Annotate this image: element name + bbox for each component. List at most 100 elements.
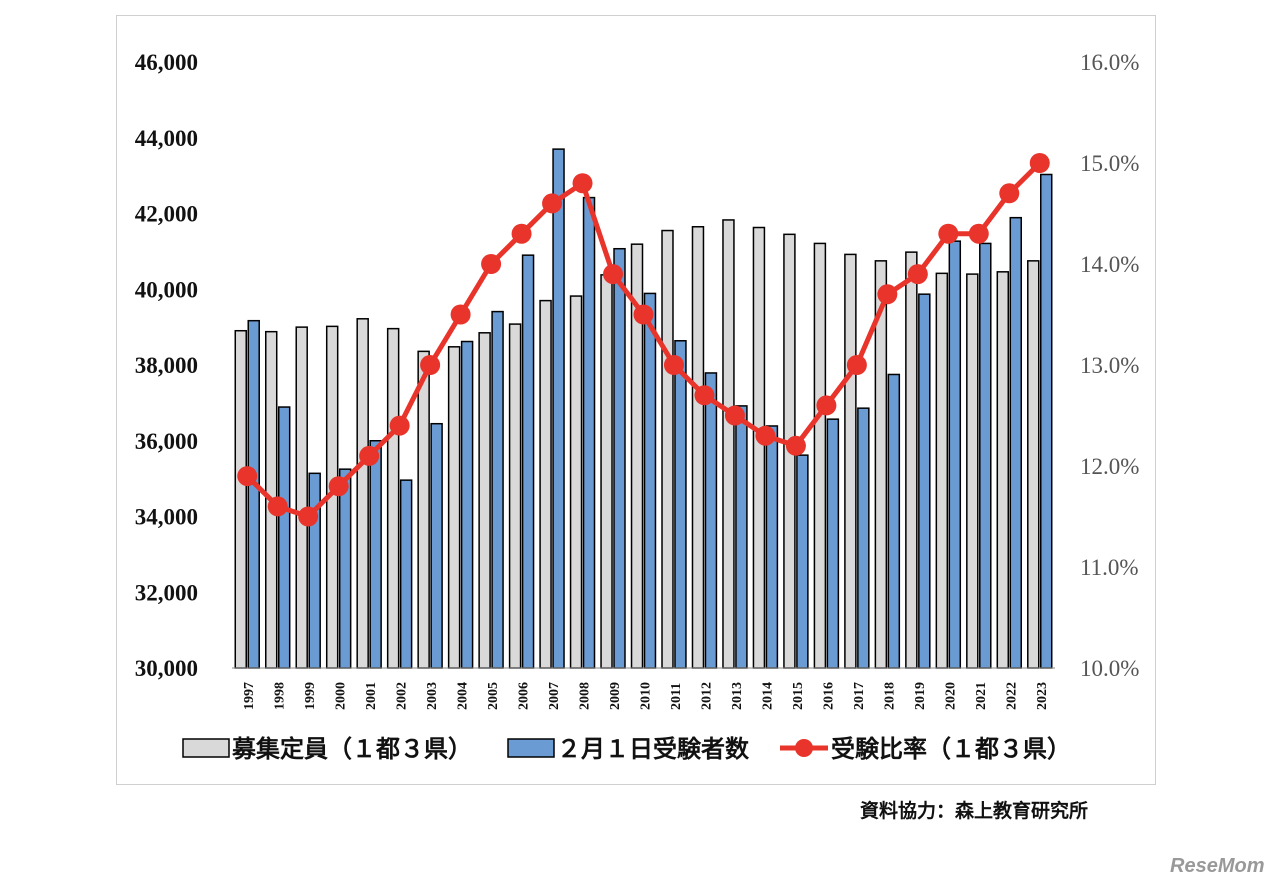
x-tick-label: 2022: [1004, 682, 1019, 710]
y-tick-label: 46,000: [135, 50, 198, 75]
legend-label-ratio: 受験比率（１都３県）: [831, 735, 1071, 763]
bar-examinees: [857, 407, 870, 669]
ratio-point: [663, 355, 684, 375]
bar-capacity: [996, 271, 1010, 669]
x-tick-label: 2019: [913, 682, 928, 710]
legend-swatch-capacity: [182, 738, 230, 758]
bar-capacity: [661, 229, 674, 669]
y2-tick-label: 14.0%: [1080, 252, 1139, 277]
bar-capacity: [356, 318, 369, 669]
x-tick-label: 2010: [639, 682, 654, 710]
y2-tick-label: 13.0%: [1080, 353, 1139, 378]
source-credit: 資料協力：森上教育研究所: [860, 801, 1089, 822]
y2-tick-label: 11.0%: [1080, 555, 1139, 580]
x-tick-label: 2000: [334, 682, 349, 710]
ratio-point: [785, 435, 806, 456]
x-tick-label: 2015: [791, 682, 806, 710]
bar-capacity: [508, 323, 522, 669]
bar-examinees: [979, 242, 992, 669]
x-tick-label: 2001: [364, 682, 379, 710]
legend-swatch-examinees: [507, 738, 555, 758]
ratio-point: [755, 425, 776, 446]
bar-examinees: [491, 310, 504, 669]
y2-tick-label: 10.0%: [1080, 656, 1139, 681]
bar-capacity: [752, 226, 766, 669]
bar-examinees: [369, 440, 382, 669]
legend-label-capacity: 募集定員（１都３県）: [231, 735, 472, 763]
ratio-point: [724, 405, 745, 426]
bar-examinees: [247, 319, 260, 669]
bar-examinees: [430, 422, 443, 669]
x-tick-label: 2018: [882, 682, 897, 710]
x-tick-label: 2013: [730, 682, 745, 710]
ratio-point: [511, 223, 532, 244]
ratio-point: [846, 355, 867, 375]
bar-examinees: [918, 293, 931, 669]
y-tick-label: 30,000: [135, 656, 198, 681]
y-tick-label: 36,000: [135, 429, 198, 454]
bar-examinees: [765, 425, 779, 669]
x-tick-label: 2002: [395, 682, 410, 710]
bar-examinees: [277, 406, 291, 669]
bar-capacity: [600, 274, 613, 669]
bar-examinees: [460, 340, 474, 669]
bar-capacity: [569, 295, 583, 669]
ratio-point: [938, 223, 959, 244]
x-tick-label: 2007: [547, 682, 562, 710]
y-tick-label: 32,000: [135, 580, 198, 605]
bar-capacity: [447, 346, 461, 669]
bar-examinees: [582, 196, 596, 669]
ratio-point: [267, 496, 288, 517]
bar-capacity: [722, 219, 735, 669]
x-tick-label: 2004: [456, 682, 471, 710]
x-tick-label: 1997: [242, 682, 257, 710]
x-tick-label: 2011: [669, 683, 684, 710]
legend-swatch-ratio-point: [795, 739, 813, 757]
x-tick-label: 2005: [486, 682, 501, 710]
bar-capacity: [478, 332, 491, 669]
bar-capacity: [234, 329, 247, 669]
bar-examinees: [796, 454, 809, 669]
y-tick-label: 38,000: [135, 353, 198, 378]
x-tick-label: 2016: [821, 682, 836, 710]
bar-capacity: [295, 326, 308, 669]
bar-capacity: [386, 327, 400, 669]
x-tick-label: 2009: [608, 682, 623, 710]
ratio-point: [694, 385, 715, 406]
ratio-point: [907, 264, 928, 285]
y2-tick-label: 15.0%: [1080, 151, 1139, 176]
bar-examinees: [308, 472, 321, 669]
resemom-logo: ReseMom: [1170, 855, 1265, 877]
ratio-point: [420, 355, 441, 375]
ratio-point: [481, 254, 502, 274]
y-tick-label: 44,000: [135, 126, 198, 151]
bar-examinees: [674, 340, 687, 669]
bar-examinees: [948, 240, 962, 669]
bar-capacity: [691, 226, 705, 669]
chart-frame: [116, 15, 1156, 785]
bar-examinees: [552, 148, 565, 669]
bar-capacity: [935, 272, 949, 669]
bar-capacity: [844, 253, 857, 669]
x-tick-label: 1999: [303, 682, 318, 710]
ratio-point: [389, 415, 410, 436]
bar-capacity: [813, 242, 827, 669]
legend-label-examinees: ２月１日受験者数: [557, 735, 750, 763]
bar-examinees: [826, 418, 840, 669]
x-tick-label: 2012: [699, 682, 714, 710]
ratio-point: [237, 466, 258, 487]
x-tick-label: 2003: [425, 682, 440, 710]
ratio-point: [603, 264, 624, 285]
ratio-point: [542, 193, 563, 214]
y2-tick-label: 16.0%: [1080, 50, 1139, 75]
x-tick-label: 2023: [1035, 682, 1050, 710]
x-tick-label: 2017: [852, 682, 867, 710]
bar-examinees: [338, 468, 352, 669]
bar-examinees: [613, 247, 626, 669]
ratio-point: [968, 223, 989, 244]
x-tick-label: 2014: [760, 682, 775, 710]
ratio-point: [999, 183, 1020, 204]
ratio-point: [877, 284, 898, 305]
x-tick-label: 1998: [273, 682, 288, 710]
